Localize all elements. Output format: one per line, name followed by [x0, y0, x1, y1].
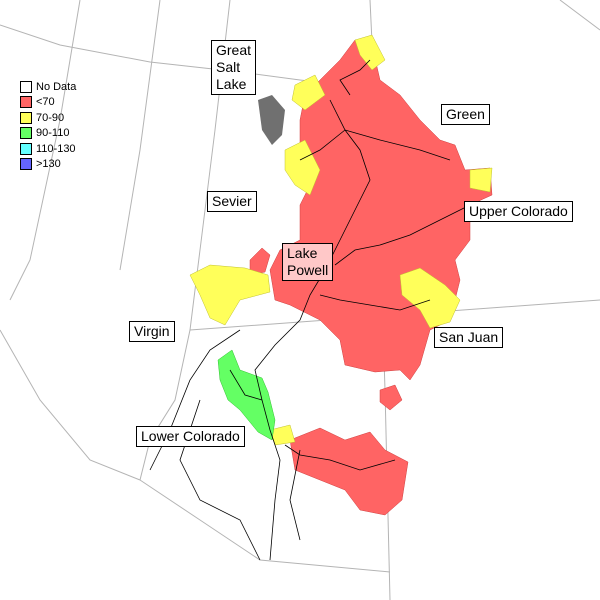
legend-item-gt130: >130 — [20, 157, 76, 173]
great-salt-lake-no-data — [258, 95, 285, 145]
label-sevier: Sevier — [207, 191, 257, 212]
legend-item-lt70: <70 — [20, 95, 76, 111]
river-network — [149, 59, 471, 561]
label-great-salt-lake: Great Salt Lake — [211, 40, 257, 95]
swatch — [20, 142, 32, 155]
region-70-90 — [189, 34, 493, 446]
legend-label: <70 — [36, 96, 55, 109]
label-virgin: Virgin — [129, 321, 175, 342]
legend-label: 70-90 — [36, 111, 65, 124]
swatch — [20, 111, 32, 124]
legend-label: >130 — [36, 158, 61, 171]
swatch — [20, 158, 32, 171]
legend-label: 90-110 — [36, 127, 70, 140]
legend-label: No Data — [36, 80, 77, 93]
label-san-juan: San Juan — [434, 327, 504, 348]
map-legend: No Data <70 70-90 90-110 110-130 >130 — [20, 79, 76, 172]
label-upper-colorado: Upper Colorado — [464, 201, 573, 222]
label-lower-colorado: Lower Colorado — [136, 426, 245, 447]
swatch — [20, 80, 32, 93]
label-lake-powell: Lake Powell — [282, 243, 334, 281]
legend-label: 110-130 — [36, 142, 76, 155]
swatch — [20, 127, 32, 140]
legend-item-110-130: 110-130 — [20, 141, 76, 157]
legend-item-90-110: 90-110 — [20, 126, 76, 142]
swatch — [20, 96, 32, 109]
legend-item-70-90: 70-90 — [20, 110, 76, 126]
label-green: Green — [441, 104, 490, 125]
region-90-110 — [217, 349, 276, 441]
legend-item-no-data: No Data — [20, 79, 76, 95]
